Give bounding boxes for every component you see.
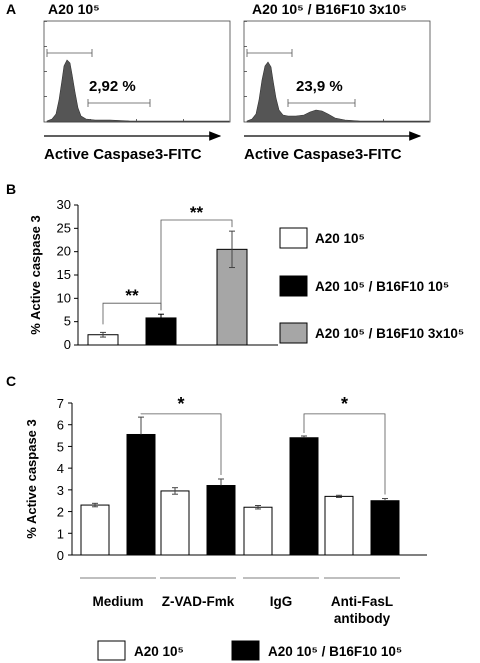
chart-c-ylabel: % Active caspase 3	[24, 419, 39, 538]
chart-c-bar	[289, 437, 319, 556]
histogram-1-gate-positive	[87, 99, 151, 107]
chart-b-ytick-label: 30	[57, 197, 71, 212]
chart-b-significance-bracket	[160, 219, 233, 311]
histogram-1-percent: 2,92 %	[89, 78, 136, 95]
chart-b-ytick-label: 10	[57, 290, 71, 305]
chart-c-bar	[206, 485, 236, 556]
histogram-1-title: A20 10⁵	[48, 1, 100, 17]
chart-b-ytick-label: 5	[64, 314, 71, 329]
chart-c-ytick-label: 1	[57, 526, 64, 541]
chart-c-ytick-label: 0	[57, 548, 64, 563]
chart-b-legend-swatch	[279, 322, 308, 344]
panel-b-label: B	[6, 181, 16, 197]
histogram-2-distribution	[246, 61, 430, 123]
chart-c-category-label: Anti-FasL	[331, 594, 393, 609]
chart-c-ytick-label: 5	[57, 439, 64, 454]
histogram-2-gate-negative	[246, 49, 293, 57]
histogram-2-xlabel: Active Caspase3-FITC	[244, 146, 402, 163]
chart-c-ytick-label: 3	[57, 483, 64, 498]
chart-c-ytick-label: 7	[57, 396, 64, 411]
chart-c-legend-label: A20 10⁵ / B16F10 10⁵	[268, 644, 402, 659]
histogram-2-percent: 23,9 %	[296, 78, 343, 95]
chart-c: 0 1 2 3 4 5 6 7 % Active caspase 3 Medium Z-VAD-Fm…	[24, 394, 427, 661]
chart-b-significance-label: **	[190, 203, 204, 222]
chart-b-bar	[145, 317, 177, 346]
chart-c-significance-label: *	[177, 394, 184, 414]
chart-c-bar	[243, 506, 273, 556]
chart-c-legend-swatch	[231, 640, 260, 661]
panel-c-label: C	[6, 373, 16, 389]
chart-c-category-label: Medium	[92, 594, 143, 609]
histogram-2-yticks	[244, 21, 247, 97]
chart-c-bar	[126, 433, 156, 556]
chart-c-bar	[80, 504, 110, 556]
histogram-2: A20 10⁵ / B16F10 3x10⁵ 23,9 % Active Cas…	[243, 1, 431, 163]
chart-c-category-label: Z-VAD-Fmk	[162, 594, 235, 609]
histogram-1-xlabel: Active Caspase3-FITC	[44, 146, 202, 163]
histogram-1-yticks	[44, 21, 47, 97]
chart-c-category-label: antibody	[334, 611, 391, 626]
chart-c-significance-label: *	[341, 394, 348, 414]
chart-b-ytick-label: 0	[64, 337, 71, 352]
chart-b-ylabel: % Active caspase 3	[28, 215, 43, 334]
histogram-2-gate-positive	[287, 99, 356, 107]
chart-b-ytick-label: 15	[57, 267, 71, 282]
chart-b: 0 5 10 15 20 25 30 % Active caspase 3 ** ** A20 10…	[28, 197, 464, 352]
chart-b-legend-swatch	[279, 227, 308, 249]
chart-b-legend-label: A20 10⁵	[315, 231, 365, 246]
chart-b-significance-label: **	[125, 286, 139, 305]
histogram-1: A20 10⁵ 2,92 % Active Caspase3-FITC	[43, 1, 231, 163]
histogram-2-title: A20 10⁵ / B16F10 3x10⁵	[252, 1, 407, 17]
chart-b-legend-label: A20 10⁵ / B16F10 10⁵	[315, 279, 449, 294]
chart-c-bar	[324, 495, 354, 556]
chart-b-ytick-label: 20	[57, 244, 71, 259]
histogram-1-gate-negative	[46, 49, 93, 57]
chart-c-legend-swatch	[97, 640, 126, 661]
chart-c-bar	[160, 490, 190, 556]
panel-a-label: A	[6, 1, 16, 17]
chart-c-ytick-label: 2	[57, 505, 64, 520]
chart-c-category-label: IgG	[270, 594, 293, 609]
chart-c-ytick-label: 4	[57, 461, 64, 476]
chart-c-legend-label: A20 10⁵	[134, 644, 184, 659]
chart-b-ytick-label: 25	[57, 220, 71, 235]
chart-c-bar	[370, 500, 400, 556]
chart-b-legend-swatch	[279, 275, 308, 297]
chart-b-legend-label: A20 10⁵ / B16F10 3x10⁵	[315, 326, 464, 341]
chart-c-significance-bracket	[303, 413, 386, 495]
chart-c-ytick-label: 6	[57, 418, 64, 433]
chart-c-significance-bracket	[140, 413, 222, 475]
histogram-1-distribution	[46, 59, 230, 123]
